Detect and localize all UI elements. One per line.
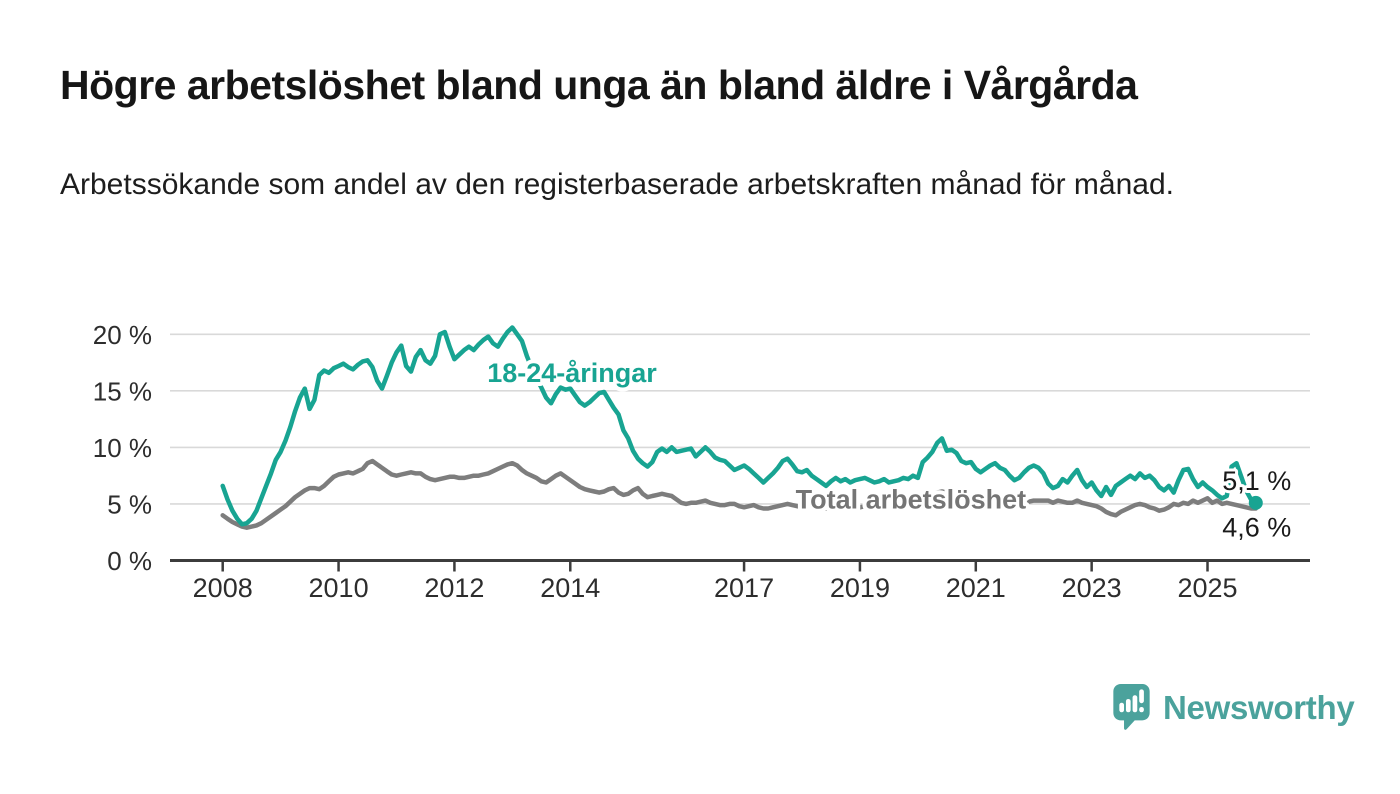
series-label: 18-24-åringar (487, 358, 657, 388)
unemployment-line-chart: 0 % 5 % 10 % 15 % 20 % 2008 2010 2012 2014 2017 20… (93, 320, 1310, 603)
y-axis-label: 15 % (93, 376, 152, 406)
x-axis-label: 2017 (714, 573, 774, 603)
x-axis-label: 2010 (309, 573, 369, 603)
series-line-total (220, 458, 1259, 530)
series-line-youth (220, 325, 1259, 527)
series-end-dot (1248, 495, 1263, 510)
y-axis-label: 5 % (107, 489, 152, 519)
end-value-label: 4,6 % (1222, 512, 1291, 542)
series-label: Total arbetslöshet (796, 485, 1027, 515)
x-axis-label: 2021 (946, 573, 1006, 603)
newsworthy-bubble-bar-chart-icon (1113, 684, 1150, 730)
y-axis-label: 10 % (93, 433, 152, 463)
x-axis-label: 2014 (540, 573, 600, 603)
y-axis-label: 20 % (93, 320, 152, 350)
end-value-label: 5,1 % (1222, 466, 1291, 496)
x-axis-label: 2025 (1177, 573, 1237, 603)
x-axis-label: 2008 (193, 573, 253, 603)
x-axis-label: 2023 (1062, 573, 1122, 603)
x-axis-label: 2019 (830, 573, 890, 603)
page-title: Högre arbetslöshet bland unga än bland ä… (60, 62, 1138, 108)
x-axis-label: 2012 (424, 573, 484, 603)
y-axis-label: 0 % (107, 546, 152, 576)
chart-subtitle: Arbetssökande som andel av den registerb… (60, 168, 1174, 201)
newsworthy-wordmark: Newsworthy (1163, 688, 1355, 726)
newsworthy-logo: Newsworthy (1113, 684, 1355, 731)
